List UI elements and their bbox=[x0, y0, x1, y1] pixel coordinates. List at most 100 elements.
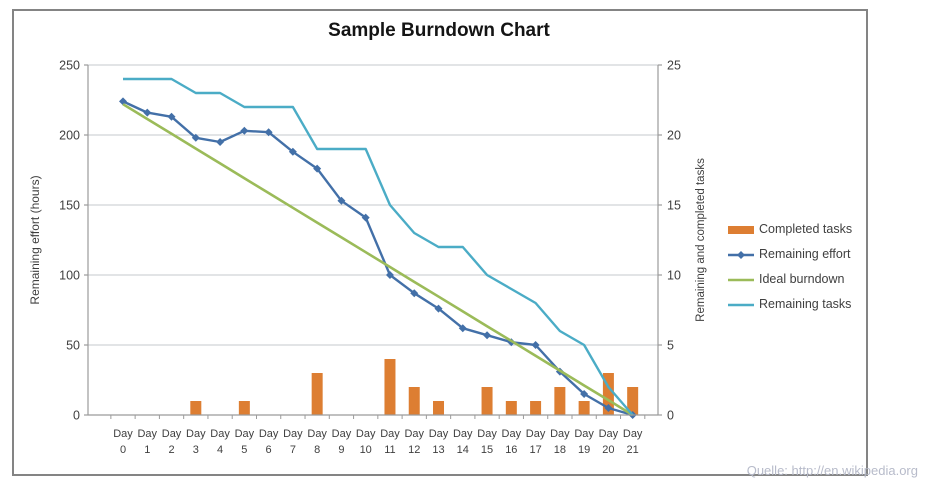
right-axis-tick-label: 20 bbox=[667, 129, 681, 143]
x-axis-category-label: Day 4 bbox=[210, 428, 230, 456]
axes: 0501001502002500510152025Day0Day1Day2Day… bbox=[59, 59, 681, 457]
svg-text:Day: Day bbox=[259, 428, 279, 440]
x-axis-category-label: Day 21 bbox=[623, 428, 643, 456]
remaining-effort-line bbox=[122, 100, 634, 417]
left-axis-tick-label: 100 bbox=[59, 269, 80, 283]
svg-text:21: 21 bbox=[627, 444, 639, 456]
legend-item-remaining-effort: Remaining effort bbox=[727, 241, 852, 266]
svg-text:16: 16 bbox=[505, 444, 517, 456]
svg-text:6: 6 bbox=[266, 444, 272, 456]
line-swatch-icon bbox=[727, 298, 757, 310]
completed-tasks-bar bbox=[190, 401, 202, 415]
bar-swatch-icon bbox=[727, 223, 757, 235]
svg-text:12: 12 bbox=[408, 444, 420, 456]
diamond-marker-icon bbox=[191, 133, 200, 142]
svg-text:10: 10 bbox=[360, 444, 372, 456]
completed-tasks-bar bbox=[505, 401, 517, 415]
x-axis-category-label: Day 6 bbox=[259, 428, 279, 456]
x-axis-category-label: Day 12 bbox=[404, 428, 424, 456]
diamond-marker-icon bbox=[385, 271, 394, 279]
completed-tasks-bar bbox=[408, 387, 420, 415]
right-axis-tick-label: 5 bbox=[667, 339, 674, 353]
x-axis-category-label: Day 3 bbox=[186, 428, 206, 456]
svg-text:14: 14 bbox=[457, 444, 469, 456]
svg-text:9: 9 bbox=[338, 444, 344, 456]
svg-text:Day: Day bbox=[113, 428, 133, 440]
chart-frame bbox=[12, 9, 868, 476]
svg-text:Day: Day bbox=[380, 428, 400, 440]
diamond-marker-icon bbox=[531, 341, 540, 349]
svg-text:Day: Day bbox=[550, 428, 570, 440]
svg-text:20: 20 bbox=[602, 444, 614, 456]
legend-item-label: Remaining effort bbox=[759, 246, 851, 261]
completed-tasks-bar bbox=[554, 387, 566, 415]
completed-tasks-bar bbox=[481, 387, 493, 415]
svg-text:5: 5 bbox=[241, 444, 247, 456]
svg-text:Day: Day bbox=[332, 428, 352, 440]
svg-text:Day: Day bbox=[623, 428, 643, 440]
completed-tasks-bar bbox=[627, 387, 639, 415]
diamond-marker-icon bbox=[361, 213, 370, 222]
x-axis-category-label: Day 1 bbox=[137, 428, 157, 456]
x-axis-category-label: Day 17 bbox=[526, 428, 546, 456]
svg-text:Day: Day bbox=[404, 428, 424, 440]
diamond-marker-icon bbox=[167, 112, 176, 121]
svg-text:1: 1 bbox=[144, 444, 150, 456]
completed-tasks-bar bbox=[602, 373, 614, 415]
x-axis-category-label: Day 15 bbox=[477, 428, 497, 456]
legend: Completed tasks Remaining effort Ideal b… bbox=[727, 216, 852, 316]
legend-item-label: Completed tasks bbox=[759, 221, 853, 236]
svg-text:Day: Day bbox=[235, 428, 255, 440]
svg-text:Day: Day bbox=[429, 428, 449, 440]
left-axis-tick-label: 150 bbox=[59, 199, 80, 213]
diamond-marker-icon bbox=[288, 147, 297, 156]
diamond-marker-icon bbox=[119, 97, 127, 106]
svg-text:19: 19 bbox=[578, 444, 590, 456]
right-axis-tick-label: 15 bbox=[667, 199, 681, 213]
diamond-marker-icon bbox=[604, 404, 613, 412]
x-axis-category-label: Day 7 bbox=[283, 428, 303, 456]
diamond-marker-icon bbox=[240, 126, 249, 135]
diamond-marker-icon bbox=[143, 108, 152, 117]
diamond-marker-icon bbox=[410, 289, 419, 298]
remaining-tasks-line bbox=[123, 77, 634, 416]
svg-text:17: 17 bbox=[529, 444, 541, 456]
svg-text:11: 11 bbox=[384, 444, 395, 456]
diamond-marker-icon bbox=[337, 196, 346, 205]
svg-text:Day: Day bbox=[502, 428, 522, 440]
diamond-marker-icon bbox=[434, 304, 443, 313]
svg-text:18: 18 bbox=[554, 444, 566, 456]
diamond-marker-icon bbox=[580, 390, 589, 398]
svg-text:4: 4 bbox=[217, 444, 223, 456]
line-swatch-icon bbox=[727, 273, 757, 285]
ideal-burndown-line bbox=[122, 103, 634, 417]
svg-text:Day: Day bbox=[186, 428, 206, 440]
right-axis-tick-label: 0 bbox=[667, 409, 674, 423]
legend-item-completed-tasks: Completed tasks bbox=[727, 216, 852, 241]
left-axis-tick-label: 200 bbox=[59, 129, 80, 143]
legend-item-ideal-burndown: Ideal burndown bbox=[727, 266, 852, 291]
x-axis-category-label: Day 9 bbox=[332, 428, 352, 456]
svg-text:Day: Day bbox=[453, 428, 473, 440]
x-axis-category-label: Day 16 bbox=[502, 428, 522, 456]
legend-item-remaining-tasks: Remaining tasks bbox=[727, 291, 852, 316]
source-note: Quelle: http://en.wikipedia.org bbox=[746, 463, 918, 478]
svg-text:Day: Day bbox=[526, 428, 546, 440]
completed-tasks-bar bbox=[578, 401, 590, 415]
svg-text:Day: Day bbox=[477, 428, 497, 440]
svg-text:7: 7 bbox=[290, 444, 296, 456]
svg-text:0: 0 bbox=[120, 444, 126, 456]
left-axis-tick-label: 250 bbox=[59, 59, 80, 73]
x-axis-category-label: Day 2 bbox=[162, 428, 182, 456]
svg-text:13: 13 bbox=[432, 444, 444, 456]
left-axis-tick-label: 0 bbox=[73, 409, 80, 423]
x-axis-category-label: Day 18 bbox=[550, 428, 570, 456]
x-axis-category-label: Day 14 bbox=[453, 428, 473, 456]
svg-text:8: 8 bbox=[314, 444, 320, 456]
svg-text:Day: Day bbox=[283, 428, 303, 440]
svg-text:Day: Day bbox=[574, 428, 594, 440]
completed-tasks-bar bbox=[238, 401, 250, 415]
svg-text:Day: Day bbox=[210, 428, 230, 440]
